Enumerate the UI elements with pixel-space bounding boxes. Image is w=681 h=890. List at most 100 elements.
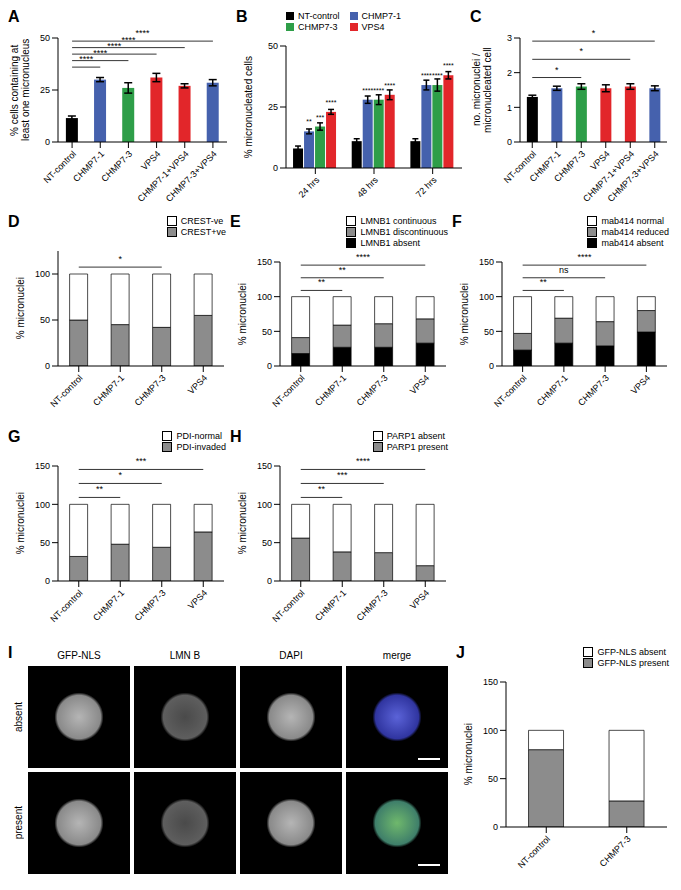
svg-text:100: 100 bbox=[479, 292, 494, 302]
svg-text:***: *** bbox=[136, 456, 147, 466]
svg-text:VPS4: VPS4 bbox=[186, 373, 209, 396]
svg-text:0: 0 bbox=[45, 137, 50, 147]
svg-text:25: 25 bbox=[268, 102, 278, 112]
svg-text:0: 0 bbox=[45, 361, 50, 371]
svg-text:NT-control: NT-control bbox=[492, 373, 528, 409]
svg-text:NT-control: NT-control bbox=[42, 149, 78, 185]
svg-text:CHMP7-3: CHMP7-3 bbox=[598, 834, 633, 869]
svg-text:50: 50 bbox=[40, 538, 50, 548]
svg-text:NT-control: NT-control bbox=[501, 148, 539, 186]
svg-text:****: **** bbox=[79, 54, 94, 64]
svg-text:CHMP7-3+VPS4: CHMP7-3+VPS4 bbox=[164, 149, 219, 204]
svg-text:****: **** bbox=[356, 456, 371, 466]
svg-text:0: 0 bbox=[267, 576, 272, 586]
svg-text:0: 0 bbox=[267, 361, 272, 371]
svg-text:1: 1 bbox=[507, 103, 512, 113]
svg-text:50: 50 bbox=[268, 41, 278, 51]
svg-text:VPS4: VPS4 bbox=[139, 149, 162, 172]
svg-text:*: * bbox=[118, 470, 122, 480]
svg-text:150: 150 bbox=[35, 461, 50, 471]
svg-text:**: ** bbox=[540, 277, 548, 287]
svg-text:VPS4: VPS4 bbox=[408, 588, 431, 611]
svg-text:25: 25 bbox=[40, 85, 50, 95]
svg-text:50: 50 bbox=[262, 538, 272, 548]
svg-text:CHMP7-1: CHMP7-1 bbox=[91, 588, 126, 623]
svg-text:150: 150 bbox=[483, 677, 498, 687]
svg-text:*: * bbox=[555, 65, 559, 75]
svg-text:100: 100 bbox=[35, 269, 50, 279]
svg-text:****: **** bbox=[421, 72, 432, 79]
svg-text:CHMP7-1+VPS4: CHMP7-1+VPS4 bbox=[581, 148, 637, 204]
svg-text:VPS4: VPS4 bbox=[408, 373, 431, 396]
svg-text:*: * bbox=[592, 28, 596, 38]
svg-text:50: 50 bbox=[40, 33, 50, 43]
svg-text:***: *** bbox=[316, 114, 324, 121]
svg-text:****: **** bbox=[93, 48, 108, 58]
svg-text:CHMP7-1+VPS4: CHMP7-1+VPS4 bbox=[136, 149, 191, 204]
svg-text:72 hrs: 72 hrs bbox=[414, 175, 439, 200]
svg-text:**: ** bbox=[96, 484, 104, 494]
svg-text:****: **** bbox=[326, 99, 337, 106]
svg-text:CHMP7-3: CHMP7-3 bbox=[99, 149, 134, 184]
svg-text:**: ** bbox=[339, 265, 347, 275]
svg-text:**: ** bbox=[306, 118, 312, 125]
svg-text:0: 0 bbox=[507, 137, 512, 147]
svg-text:CHMP7-3: CHMP7-3 bbox=[355, 373, 390, 408]
svg-text:100: 100 bbox=[483, 726, 498, 736]
svg-text:50: 50 bbox=[488, 774, 498, 784]
svg-text:CHMP7-1: CHMP7-1 bbox=[527, 148, 563, 184]
svg-text:****: **** bbox=[384, 82, 395, 89]
svg-text:**: ** bbox=[318, 484, 326, 494]
svg-text:****: **** bbox=[443, 62, 454, 69]
svg-text:CHMP7-1: CHMP7-1 bbox=[313, 588, 348, 623]
svg-text:CHMP7-3: CHMP7-3 bbox=[552, 149, 587, 184]
svg-text:****: **** bbox=[577, 252, 592, 262]
svg-text:0: 0 bbox=[489, 361, 494, 371]
svg-text:100: 100 bbox=[257, 292, 272, 302]
svg-text:CHMP7-1: CHMP7-1 bbox=[91, 373, 126, 408]
svg-text:*: * bbox=[118, 254, 122, 264]
svg-text:****: **** bbox=[356, 252, 371, 262]
svg-text:CHMP7-3: CHMP7-3 bbox=[355, 588, 390, 623]
svg-text:***: *** bbox=[337, 470, 348, 480]
svg-text:NT-control: NT-control bbox=[270, 373, 306, 409]
svg-text:CHMP7-3+VPS4: CHMP7-3+VPS4 bbox=[606, 149, 661, 204]
svg-text:CHMP7-3: CHMP7-3 bbox=[576, 373, 611, 408]
svg-text:150: 150 bbox=[257, 461, 272, 471]
svg-text:NT-control: NT-control bbox=[516, 834, 552, 870]
svg-text:150: 150 bbox=[257, 257, 272, 267]
svg-text:*: * bbox=[579, 46, 583, 56]
svg-text:0: 0 bbox=[45, 576, 50, 586]
svg-text:24 hrs: 24 hrs bbox=[297, 175, 322, 200]
svg-text:****: **** bbox=[432, 72, 443, 79]
svg-text:150: 150 bbox=[479, 257, 494, 267]
svg-text:CHMP7-1: CHMP7-1 bbox=[313, 373, 348, 408]
svg-text:**: ** bbox=[318, 277, 326, 287]
svg-text:50: 50 bbox=[262, 327, 272, 337]
svg-text:100: 100 bbox=[35, 500, 50, 510]
svg-text:CHMP7-1: CHMP7-1 bbox=[71, 148, 107, 184]
svg-text:VPS4: VPS4 bbox=[629, 373, 652, 396]
svg-text:ns: ns bbox=[559, 265, 569, 275]
svg-text:CHMP7-1: CHMP7-1 bbox=[535, 373, 570, 408]
svg-text:****: **** bbox=[362, 87, 373, 94]
svg-text:NT-control: NT-control bbox=[270, 588, 306, 624]
svg-text:CHMP7-3: CHMP7-3 bbox=[133, 588, 168, 623]
svg-text:NT-control: NT-control bbox=[48, 373, 84, 409]
svg-text:100: 100 bbox=[257, 500, 272, 510]
svg-text:3: 3 bbox=[507, 33, 512, 43]
svg-text:0: 0 bbox=[493, 822, 498, 832]
svg-text:0: 0 bbox=[273, 163, 278, 173]
svg-text:****: **** bbox=[135, 28, 150, 38]
svg-text:VPS4: VPS4 bbox=[588, 148, 612, 173]
svg-text:VPS4: VPS4 bbox=[186, 588, 209, 611]
svg-text:****: **** bbox=[121, 35, 136, 45]
svg-text:48 hrs: 48 hrs bbox=[355, 175, 380, 200]
svg-text:50: 50 bbox=[40, 315, 50, 325]
svg-text:CHMP7-3: CHMP7-3 bbox=[133, 373, 168, 408]
svg-text:2: 2 bbox=[507, 68, 512, 78]
svg-text:NT-control: NT-control bbox=[48, 588, 84, 624]
svg-text:****: **** bbox=[373, 87, 384, 94]
svg-text:****: **** bbox=[107, 41, 122, 51]
svg-text:50: 50 bbox=[484, 327, 494, 337]
